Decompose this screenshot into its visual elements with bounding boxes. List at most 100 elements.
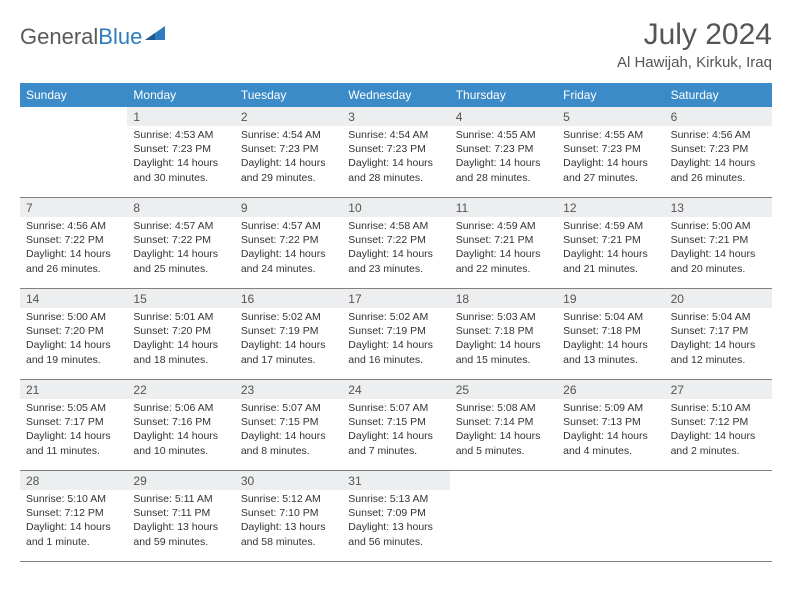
day-number: 28 <box>26 474 121 488</box>
daynum-row: 12 <box>557 198 664 217</box>
day-line: Daylight: 13 hours <box>348 520 443 534</box>
day-body: Sunrise: 4:57 AMSunset: 7:22 PMDaylight:… <box>127 217 234 280</box>
daynum-row: 10 <box>342 198 449 217</box>
day-body: Sunrise: 4:59 AMSunset: 7:21 PMDaylight:… <box>450 217 557 280</box>
day-line: Sunrise: 4:54 AM <box>241 128 336 142</box>
day-body: Sunrise: 4:55 AMSunset: 7:23 PMDaylight:… <box>557 126 664 189</box>
day-line: Sunrise: 5:05 AM <box>26 401 121 415</box>
day-line: and 15 minutes. <box>456 353 551 367</box>
day-line: Sunset: 7:13 PM <box>563 415 658 429</box>
day-line: Daylight: 14 hours <box>671 429 766 443</box>
day-line: Sunset: 7:22 PM <box>348 233 443 247</box>
day-line: Sunset: 7:19 PM <box>241 324 336 338</box>
day-line: Daylight: 14 hours <box>26 429 121 443</box>
day-number: 27 <box>671 383 766 397</box>
day-number: 13 <box>671 201 766 215</box>
sail-icon <box>145 26 165 40</box>
day-line: Sunset: 7:22 PM <box>133 233 228 247</box>
daynum-row: 8 <box>127 198 234 217</box>
day-line: Daylight: 14 hours <box>241 156 336 170</box>
day-line: Sunrise: 5:00 AM <box>26 310 121 324</box>
day-line: Daylight: 14 hours <box>26 338 121 352</box>
day-line: Daylight: 14 hours <box>671 338 766 352</box>
week-row: 14Sunrise: 5:00 AMSunset: 7:20 PMDayligh… <box>20 289 772 380</box>
daynum-row: 4 <box>450 107 557 126</box>
day-line: and 21 minutes. <box>563 262 658 276</box>
day-body: Sunrise: 5:01 AMSunset: 7:20 PMDaylight:… <box>127 308 234 371</box>
day-number: 21 <box>26 383 121 397</box>
day-line: and 22 minutes. <box>456 262 551 276</box>
day-body: Sunrise: 5:10 AMSunset: 7:12 PMDaylight:… <box>20 490 127 553</box>
day-line: Daylight: 13 hours <box>241 520 336 534</box>
day-line: Sunrise: 4:54 AM <box>348 128 443 142</box>
daynum-row: 2 <box>235 107 342 126</box>
day-line: Sunset: 7:22 PM <box>26 233 121 247</box>
daynum-row: 19 <box>557 289 664 308</box>
day-line: Sunset: 7:11 PM <box>133 506 228 520</box>
day-number: 15 <box>133 292 228 306</box>
day-cell: 1Sunrise: 4:53 AMSunset: 7:23 PMDaylight… <box>127 107 234 197</box>
day-line: Sunset: 7:12 PM <box>26 506 121 520</box>
day-line: and 59 minutes. <box>133 535 228 549</box>
day-body: Sunrise: 5:09 AMSunset: 7:13 PMDaylight:… <box>557 399 664 462</box>
day-number: 26 <box>563 383 658 397</box>
week-row: 7Sunrise: 4:56 AMSunset: 7:22 PMDaylight… <box>20 198 772 289</box>
day-body: Sunrise: 5:08 AMSunset: 7:14 PMDaylight:… <box>450 399 557 462</box>
day-line: Daylight: 14 hours <box>456 338 551 352</box>
day-line: Sunset: 7:10 PM <box>241 506 336 520</box>
day-line: Sunset: 7:12 PM <box>671 415 766 429</box>
day-line: Sunrise: 4:56 AM <box>26 219 121 233</box>
daynum-row: 11 <box>450 198 557 217</box>
day-number: 20 <box>671 292 766 306</box>
day-line: Sunrise: 4:55 AM <box>563 128 658 142</box>
day-number: 30 <box>241 474 336 488</box>
day-body: Sunrise: 5:07 AMSunset: 7:15 PMDaylight:… <box>235 399 342 462</box>
day-body: Sunrise: 4:56 AMSunset: 7:23 PMDaylight:… <box>665 126 772 189</box>
day-line: and 7 minutes. <box>348 444 443 458</box>
page: GeneralBlue July 2024 Al Hawijah, Kirkuk… <box>0 0 792 572</box>
day-line: Sunrise: 4:59 AM <box>456 219 551 233</box>
day-line: and 10 minutes. <box>133 444 228 458</box>
day-line: Sunset: 7:22 PM <box>241 233 336 247</box>
day-line: and 58 minutes. <box>241 535 336 549</box>
day-line: Daylight: 13 hours <box>133 520 228 534</box>
daynum-row: 23 <box>235 380 342 399</box>
day-line: Daylight: 14 hours <box>26 520 121 534</box>
weekday-label: Wednesday <box>342 83 449 107</box>
day-line: Sunrise: 4:58 AM <box>348 219 443 233</box>
day-number: 14 <box>26 292 121 306</box>
day-number: 23 <box>241 383 336 397</box>
day-cell: 9Sunrise: 4:57 AMSunset: 7:22 PMDaylight… <box>235 198 342 288</box>
day-cell: 6Sunrise: 4:56 AMSunset: 7:23 PMDaylight… <box>665 107 772 197</box>
logo: GeneralBlue <box>20 18 165 50</box>
day-number: 17 <box>348 292 443 306</box>
day-cell: 10Sunrise: 4:58 AMSunset: 7:22 PMDayligh… <box>342 198 449 288</box>
day-line: Sunset: 7:21 PM <box>456 233 551 247</box>
day-number: 11 <box>456 201 551 215</box>
day-cell: 11 Sunrise: 4:59 AMSunset: 7:21 PMDayligh… <box>450 198 557 288</box>
day-line: Sunrise: 5:12 AM <box>241 492 336 506</box>
day-line: Daylight: 14 hours <box>563 247 658 261</box>
day-body: Sunrise: 5:05 AMSunset: 7:17 PMDaylight:… <box>20 399 127 462</box>
day-line: Daylight: 14 hours <box>671 156 766 170</box>
day-cell <box>450 471 557 561</box>
weekday-label: Sunday <box>20 83 127 107</box>
day-number: 12 <box>563 201 658 215</box>
day-line: and 11 minutes. <box>26 444 121 458</box>
calendar: SundayMondayTuesdayWednesdayThursdayFrid… <box>20 83 772 562</box>
day-line: Daylight: 14 hours <box>133 156 228 170</box>
day-number: 7 <box>26 201 121 215</box>
day-line: Sunset: 7:23 PM <box>241 142 336 156</box>
day-cell: 28 Sunrise: 5:10 AMSunset: 7:12 PMDayligh… <box>20 471 127 561</box>
day-line: and 23 minutes. <box>348 262 443 276</box>
day-line: Sunset: 7:17 PM <box>26 415 121 429</box>
weekday-label: Friday <box>557 83 664 107</box>
day-line: Sunset: 7:14 PM <box>456 415 551 429</box>
day-line: Sunset: 7:18 PM <box>563 324 658 338</box>
day-body: Sunrise: 5:11 AMSunset: 7:11 PMDaylight:… <box>127 490 234 553</box>
day-number: 8 <box>133 201 228 215</box>
daynum-row: 14 <box>20 289 127 308</box>
day-line: Sunset: 7:17 PM <box>671 324 766 338</box>
day-line: Daylight: 14 hours <box>563 156 658 170</box>
day-cell: 30 Sunrise: 5:12 AMSunset: 7:10 PMDayligh… <box>235 471 342 561</box>
